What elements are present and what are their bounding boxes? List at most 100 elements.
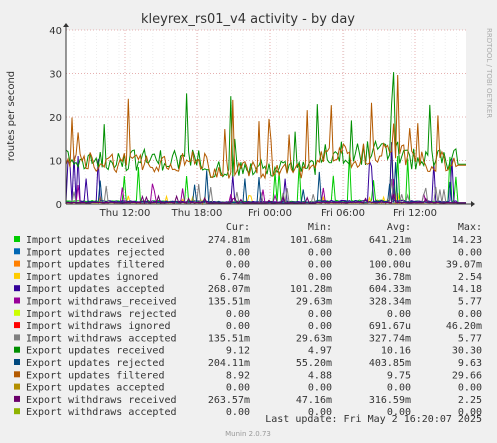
legend-swatch	[14, 297, 20, 304]
legend-value-min: 4.97	[308, 346, 332, 357]
legend-value-cur: 6.74m	[220, 272, 250, 283]
x-tick-label: Thu 18:00	[171, 208, 223, 219]
legend-swatch	[14, 322, 20, 329]
legend-swatch	[14, 408, 20, 415]
x-tick-label: Fri 12:00	[393, 208, 437, 219]
legend-series-name: Import updates filtered	[26, 260, 164, 271]
legend-swatch	[14, 260, 20, 267]
legend-value-max: 2.54	[458, 272, 482, 283]
legend-value-cur: 263.57m	[208, 395, 250, 406]
legend-value-min: 29.63m	[296, 333, 332, 344]
legend-value-avg: 403.85m	[369, 358, 411, 369]
legend-value-min: 0.00	[308, 260, 332, 271]
legend-series-name: Import withdraws rejected	[26, 309, 177, 320]
x-tick-label: Thu 12:00	[99, 208, 151, 219]
y-tick-label: 20	[49, 113, 62, 124]
legend-value-max: 14.23	[452, 235, 482, 246]
axes: 0 10 20 30 40 Thu 12:00 Thu 18:00 Fri 00:00 Fri …	[49, 23, 475, 219]
chart-title: kleyrex_rs01_v4 activity - by day	[141, 12, 355, 27]
legend-series-name: Import updates rejected	[26, 247, 164, 258]
legend-value-avg: 100.00u	[369, 260, 411, 271]
legend-value-cur: 0.00	[226, 247, 250, 258]
legend-value-max: 2.25	[458, 395, 482, 406]
legend-value-avg: 316.59m	[369, 395, 411, 406]
legend-value-avg: 9.75	[387, 370, 411, 381]
legend-header-avg: Avg:	[387, 222, 411, 233]
legend-value-max: 0.00	[458, 383, 482, 394]
legend-value-max: 14.18	[452, 284, 482, 295]
legend-value-max: 0.00	[458, 247, 482, 258]
legend-swatch	[14, 346, 20, 353]
legend: Cur: Min: Avg: Max: Import updates received 2…	[14, 222, 482, 418]
legend-series-name: Import withdraws ignored	[26, 321, 171, 332]
legend-value-min: 0.00	[308, 309, 332, 320]
legend-swatch	[14, 272, 20, 279]
legend-value-cur: 135.51m	[208, 297, 250, 308]
legend-value-cur: 0.00	[226, 260, 250, 271]
legend-value-avg: 328.34m	[369, 297, 411, 308]
munin-version: Munin 2.0.73	[225, 430, 271, 438]
legend-series-name: Import withdraws accepted	[26, 333, 177, 344]
series-line-13	[65, 194, 466, 205]
legend-value-avg: 0.00	[387, 247, 411, 258]
y-tick-label: 30	[49, 70, 62, 81]
rrdtool-credit: RRDTOOL / TOBI OETIKER	[485, 28, 493, 118]
legend-value-cur: 204.11m	[208, 358, 250, 369]
legend-value-min: 0.00	[308, 383, 332, 394]
legend-series-name: Import updates received	[26, 235, 164, 246]
legend-value-avg: 36.78m	[375, 272, 411, 283]
legend-swatch	[14, 334, 20, 341]
legend-value-avg: 10.16	[381, 346, 411, 357]
series-line-4	[65, 142, 466, 204]
legend-value-cur: 0.00	[226, 309, 250, 320]
legend-value-min: 0.00	[308, 321, 332, 332]
legend-value-avg: 604.33m	[369, 284, 411, 295]
legend-value-min: 29.63m	[296, 297, 332, 308]
legend-series-name: Export withdraws accepted	[26, 407, 177, 418]
x-axis-arrow	[471, 201, 475, 207]
legend-value-min: 0.00	[308, 247, 332, 258]
legend-value-max: 30.30	[452, 346, 482, 357]
legend-value-cur: 274.81m	[208, 235, 250, 246]
legend-value-max: 46.20m	[446, 321, 482, 332]
series-line-11	[65, 74, 466, 180]
legend-swatch	[14, 236, 20, 242]
legend-value-cur: 9.12	[226, 346, 250, 357]
legend-value-min: 4.88	[308, 370, 332, 381]
legend-swatch	[14, 395, 20, 402]
legend-series-name: Import updates ignored	[26, 272, 158, 283]
legend-value-min: 55.20m	[296, 358, 332, 369]
legend-value-avg: 641.21m	[369, 235, 411, 246]
legend-value-avg: 691.67u	[369, 321, 411, 332]
legend-series-name: Export updates accepted	[26, 383, 164, 394]
legend-swatch	[14, 383, 20, 390]
legend-header-min: Min:	[308, 222, 332, 233]
legend-value-cur: 0.00	[226, 383, 250, 394]
legend-value-avg: 0.00	[387, 309, 411, 320]
legend-header-max: Max:	[458, 222, 482, 233]
legend-value-cur: 135.51m	[208, 333, 250, 344]
legend-header-cur: Cur:	[226, 222, 250, 233]
legend-swatch	[14, 359, 20, 365]
y-tick-label: 0	[56, 200, 62, 211]
legend-value-cur: 268.07m	[208, 284, 250, 295]
legend-value-min: 101.28m	[290, 284, 332, 295]
legend-swatch	[14, 371, 20, 378]
legend-value-max: 5.77	[458, 297, 482, 308]
legend-value-max: 39.07m	[446, 260, 482, 271]
legend-value-avg: 327.74m	[369, 333, 411, 344]
x-tick-label: Fri 06:00	[321, 208, 365, 219]
legend-value-max: 9.63	[458, 358, 482, 369]
last-update: Last update: Fri May 2 16:20:07 2025	[265, 414, 482, 425]
legend-swatch	[14, 285, 20, 292]
legend-value-cur: 0.00	[226, 407, 250, 418]
legend-swatch	[14, 309, 20, 316]
legend-series-name: Import updates accepted	[26, 284, 164, 295]
y-tick-label: 40	[49, 26, 62, 37]
legend-value-avg: 0.00	[387, 407, 411, 418]
y-axis-label: routes per second	[6, 71, 17, 161]
legend-swatch	[14, 248, 20, 255]
y-axis-arrow	[63, 23, 69, 27]
legend-value-min: 47.16m	[296, 395, 332, 406]
